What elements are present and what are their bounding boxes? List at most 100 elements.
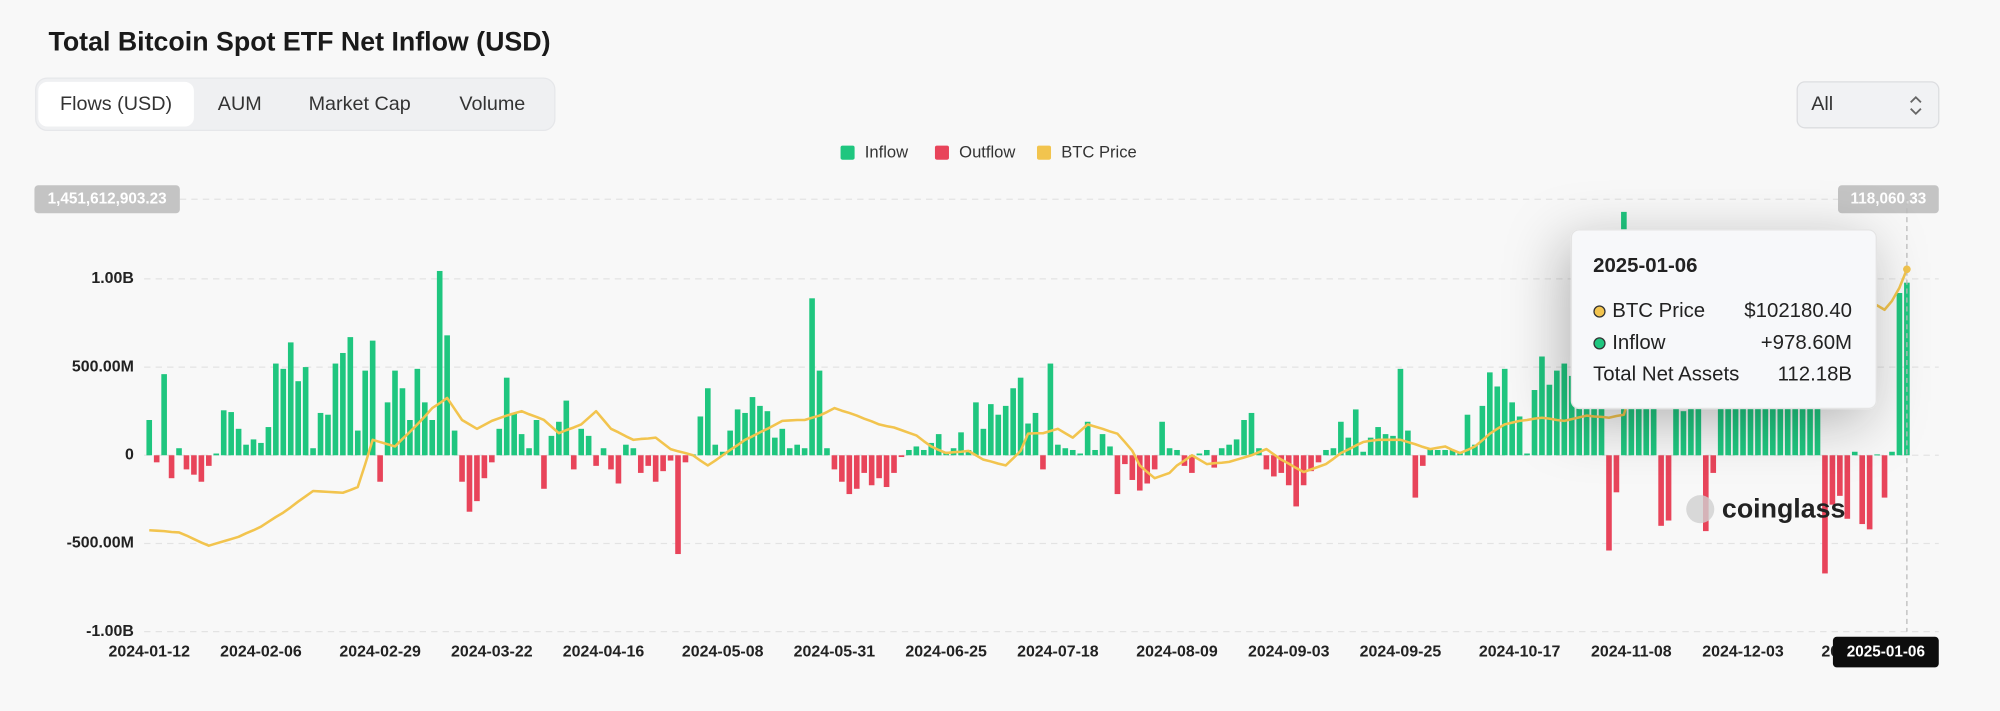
tooltip-name: Total Net Assets: [1593, 364, 1739, 386]
bar: [526, 448, 532, 456]
bar: [265, 427, 272, 456]
bar: [533, 420, 540, 456]
bar: [1092, 449, 1098, 456]
bar: [325, 414, 331, 456]
bar: [1211, 455, 1218, 468]
bar: [191, 455, 197, 475]
bar: [1144, 455, 1151, 484]
bar: [1002, 405, 1009, 456]
bar: [1077, 453, 1084, 456]
bar: [585, 435, 592, 456]
bar: [280, 368, 287, 456]
bar: [816, 370, 823, 456]
range-select-value[interactable]: All: [1811, 93, 1833, 115]
tab[interactable]: Market Cap: [309, 93, 411, 115]
tooltip-bg: [1570, 229, 1877, 410]
bar: [1442, 449, 1448, 456]
bar: [1866, 455, 1873, 530]
bar: [1501, 368, 1508, 456]
bar: [1360, 451, 1367, 456]
bar: [295, 381, 301, 456]
x-tick-label: 2024-05-31: [794, 643, 876, 660]
bar: [1338, 421, 1344, 456]
bar: [1017, 377, 1024, 456]
bar: [258, 442, 264, 456]
bar: [362, 370, 369, 456]
bar: [1874, 454, 1880, 456]
range-select[interactable]: [1796, 81, 1940, 129]
bar: [1487, 372, 1493, 456]
bar: [273, 363, 279, 456]
bar: [667, 455, 674, 461]
bar: [1792, 367, 1798, 456]
bar: [1189, 455, 1195, 473]
price-line: [149, 268, 1909, 547]
tab[interactable]: Volume: [459, 93, 525, 115]
bar: [436, 270, 443, 456]
x-tick-label: 2024-10-17: [1479, 643, 1561, 660]
tab[interactable]: AUM: [218, 93, 262, 115]
tooltip-name: BTC Price: [1612, 300, 1705, 322]
bar: [399, 388, 406, 456]
bar: [451, 430, 458, 456]
bar: [228, 412, 234, 456]
x-tick-label: 2024-11-08: [1591, 643, 1672, 660]
watermark: coinglass: [1722, 494, 1845, 524]
x-hover-label: 2025-01-06: [1847, 644, 1925, 661]
bar: [1784, 393, 1791, 456]
bar: [1591, 393, 1597, 456]
bar: [608, 455, 614, 470]
bar: [1010, 388, 1016, 456]
bar: [1844, 455, 1851, 519]
bar: [786, 448, 793, 456]
x-tick-label: 2024-03-22: [451, 643, 533, 660]
bar: [235, 428, 242, 456]
bar: [578, 428, 585, 456]
tab[interactable]: Flows (USD): [60, 93, 172, 115]
bar: [541, 455, 547, 489]
bar: [839, 455, 845, 482]
bar: [697, 416, 704, 456]
bar: [1263, 455, 1270, 470]
bar: [1837, 455, 1843, 496]
bar: [868, 455, 875, 486]
bar: [1717, 402, 1724, 456]
bar: [556, 421, 562, 456]
bar: [317, 412, 324, 456]
legend-swatch: [934, 145, 949, 160]
x-tick-label: 2024-04-16: [563, 643, 645, 660]
bar: [652, 455, 659, 482]
bar: [459, 455, 465, 482]
bar: [1285, 455, 1292, 486]
bar: [518, 434, 525, 456]
bar: [1345, 437, 1352, 456]
bar: [623, 444, 629, 456]
bar: [1710, 455, 1717, 473]
bar: [1464, 414, 1471, 456]
y2-max-label: 118,060.33: [1851, 190, 1927, 207]
bar: [1479, 405, 1486, 456]
bar: [1047, 363, 1054, 456]
bar: [593, 455, 599, 466]
bar: [1352, 409, 1359, 456]
bar: [1308, 455, 1314, 472]
bar: [1233, 439, 1240, 456]
bar: [749, 397, 756, 456]
bar: [1576, 384, 1582, 456]
bar: [206, 455, 212, 466]
bar: [1203, 449, 1210, 456]
tooltip-value: $102180.40: [1744, 300, 1852, 322]
bar: [600, 448, 607, 456]
bar: [466, 455, 473, 512]
overlay-layer: 1,451,612,903.23 118,060.33 2025-01-06 coin…: [34, 185, 1939, 668]
bar: [645, 455, 652, 466]
bar: [161, 374, 167, 456]
bar: [377, 455, 383, 482]
bar: [347, 337, 354, 456]
bar: [1777, 367, 1784, 456]
y-max-badge: [34, 185, 180, 214]
bar: [727, 430, 733, 456]
bar: [757, 405, 763, 456]
bar: [973, 402, 979, 456]
